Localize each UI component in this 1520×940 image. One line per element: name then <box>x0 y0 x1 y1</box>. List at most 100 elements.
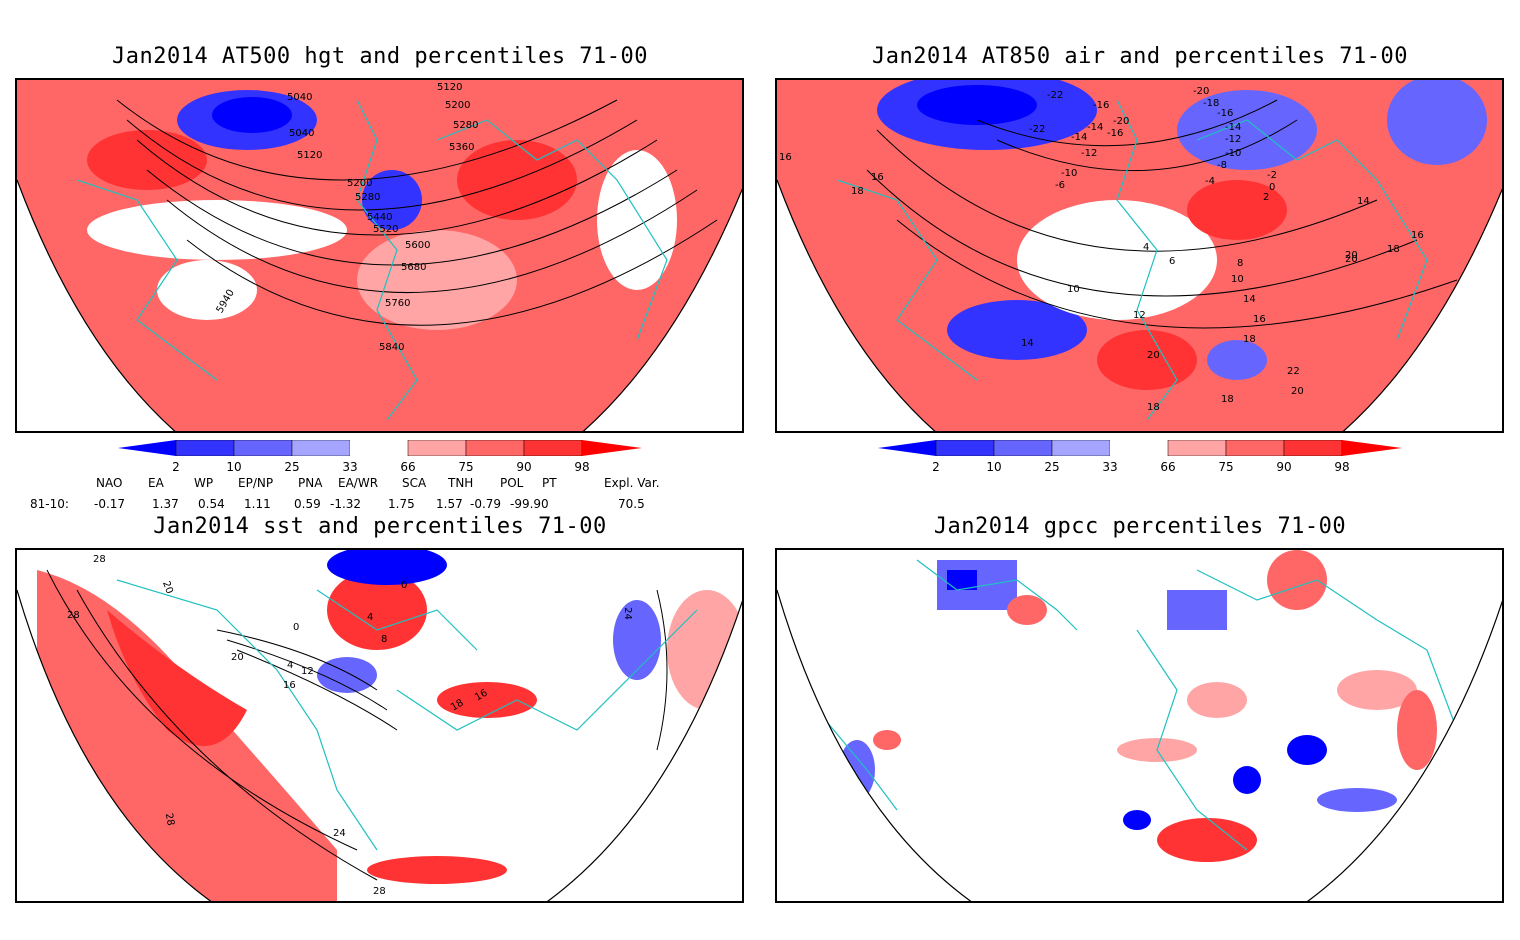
panel-3-title: Jan2014 sst and percentiles 71-00 <box>153 514 607 539</box>
contour-label: 16 <box>1253 314 1266 325</box>
hemisphere-edge <box>17 179 742 431</box>
index-name: Expl. Var. <box>604 476 660 490</box>
contour-label: 28 <box>93 554 106 565</box>
colorbar-tick: 66 <box>1160 460 1176 474</box>
warm-anomaly <box>457 140 577 220</box>
contour-label: 5200 <box>347 178 373 189</box>
weak-warm-area <box>667 590 742 710</box>
colorbar-segment <box>465 440 525 456</box>
contour-label: 28 <box>67 610 80 621</box>
colorbar-1: 2 10 25 33 66 75 90 98 <box>118 440 642 476</box>
neutral-area <box>597 150 677 290</box>
contour-label: -14 <box>1071 132 1088 143</box>
colorbar-tick: 98 <box>1334 460 1350 474</box>
colorbar-2: 2 10 25 33 66 75 90 98 <box>878 440 1402 476</box>
precip-blue-patches <box>839 560 1397 830</box>
index-value: 0.59 <box>294 497 321 511</box>
contour-label: 5840 <box>379 342 405 353</box>
colorbar-segment <box>350 440 408 456</box>
contour-label: 22 <box>1287 366 1300 377</box>
contour-label: 24 <box>621 607 633 620</box>
coastlines <box>116 579 698 851</box>
contour-label: 18 <box>851 186 864 197</box>
neutral-area <box>157 260 257 320</box>
colorbar-tick: 10 <box>986 460 1002 474</box>
colorbar-segment <box>175 440 235 456</box>
neutral-area <box>1017 200 1217 320</box>
index-name: NAO <box>96 476 123 490</box>
contour-label: -6 <box>1055 180 1065 191</box>
colorbar-tick: 33 <box>342 460 358 474</box>
cold-anomaly <box>327 550 447 585</box>
neutral-band <box>87 200 347 260</box>
cold-anomaly <box>1207 340 1267 380</box>
colorbar-2-svg <box>878 440 1402 456</box>
contour-label: 5040 <box>289 128 315 139</box>
contour-label: 18 <box>1221 394 1234 405</box>
contour-label: 5440 <box>367 212 393 223</box>
contour-label: 0 <box>401 580 408 591</box>
contour-label: -22 <box>1029 124 1046 135</box>
colorbar-segment <box>993 440 1053 456</box>
colorbar-tick: 2 <box>932 460 940 474</box>
contour-label: 5120 <box>297 150 323 161</box>
index-name: EP/NP <box>238 476 274 490</box>
index-name: PT <box>542 476 557 490</box>
cold-anomaly <box>317 657 377 693</box>
contour-label: 5760 <box>385 298 411 309</box>
contour-label: 16 <box>1411 230 1424 241</box>
contour-label: 20 <box>1345 250 1358 261</box>
colorbar-segment <box>878 440 936 456</box>
contour-label: 8 <box>381 634 388 645</box>
index-value: -1.32 <box>330 497 362 511</box>
panel-1-title: Jan2014 AT500 hgt and percentiles 71-00 <box>111 44 649 69</box>
colorbar-tick: 75 <box>458 460 474 474</box>
index-name: PNA <box>298 476 323 490</box>
contour-label: 8 <box>1237 258 1244 269</box>
contour-label: 5280 <box>453 120 479 131</box>
indices-row-label: 81-10: <box>30 497 69 511</box>
panel-4-title: Jan2014 gpcc percentiles 71-00 <box>933 514 1347 539</box>
colorbar-segment <box>1051 440 1111 456</box>
contour-label: 0 <box>1269 182 1276 193</box>
cold-anomaly <box>1177 90 1317 170</box>
cold-anomaly <box>362 170 422 230</box>
indices-values: 81-10: -0.17 1.37 0.54 1.11 0.59 -1.32 1… <box>0 497 760 513</box>
contour-label: 4 <box>287 660 294 671</box>
weak-warm-area <box>357 230 517 330</box>
contour-label: 16 <box>871 172 884 183</box>
contour-label: -12 <box>1225 134 1242 145</box>
colorbar-tick: 10 <box>226 460 242 474</box>
panel-3-map: 28 20 28 0 4 8 0 20 12 16 4 18 16 24 24 … <box>15 548 744 903</box>
index-value: 0.54 <box>198 497 225 511</box>
contour-label: -10 <box>1061 168 1078 179</box>
contour-label: -12 <box>1081 148 1098 159</box>
contour-label: -16 <box>1093 100 1110 111</box>
contour-label: 20 <box>1147 350 1160 361</box>
cold-anomaly <box>1387 80 1487 165</box>
coastlines <box>76 99 668 421</box>
contour-label: 16 <box>779 152 792 163</box>
panel-1-svg <box>17 80 742 431</box>
colorbar-tick: 90 <box>516 460 532 474</box>
contour-label: 18 <box>1243 334 1256 345</box>
index-name: TNH <box>448 476 474 490</box>
sst-contours <box>46 569 668 881</box>
panel-4-svg <box>777 550 1502 901</box>
contour-label: 4 <box>1143 242 1150 253</box>
temperature-contours <box>866 99 1458 329</box>
colorbar-tick: 90 <box>1276 460 1292 474</box>
index-value: -0.17 <box>94 497 126 511</box>
contour-label: 16 <box>283 680 296 691</box>
contour-label: 6 <box>1169 256 1176 267</box>
colorbar-segment <box>1283 440 1343 456</box>
contour-label: 28 <box>162 812 176 827</box>
contour-label: 14 <box>1243 294 1256 305</box>
panel-2-svg <box>777 80 1502 431</box>
colorbar-segment <box>1225 440 1285 456</box>
contour-label: -16 <box>1107 128 1124 139</box>
colorbar-tick: 66 <box>400 460 416 474</box>
contour-label: 0 <box>293 622 300 633</box>
colorbar-segment <box>1167 440 1227 456</box>
colorbar-segment <box>233 440 293 456</box>
